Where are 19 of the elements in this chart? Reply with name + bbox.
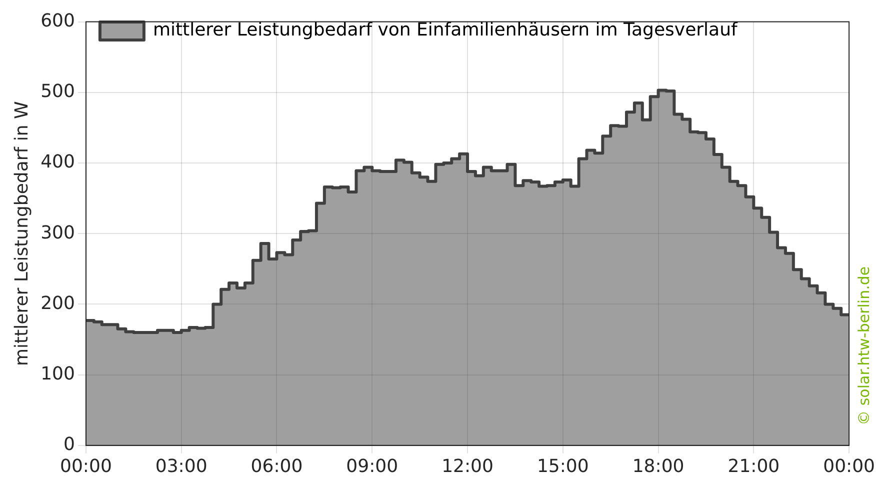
x-tick-label: 00:00 (60, 456, 112, 477)
y-tick-label: 0 (64, 434, 75, 456)
y-tick-label: 600 (40, 10, 75, 32)
x-tick-label: 03:00 (155, 456, 208, 477)
x-tick-label: 09:00 (346, 456, 398, 477)
y-tick-label: 500 (40, 81, 75, 102)
y-tick-label: 400 (40, 152, 75, 173)
y-tick-label: 200 (40, 292, 75, 314)
x-tick-label: 06:00 (250, 456, 303, 477)
x-tick-label: 00:00 (823, 456, 875, 477)
x-tick-label: 21:00 (728, 456, 780, 477)
x-tick-label: 12:00 (442, 456, 494, 477)
y-tick-label: 100 (40, 363, 75, 384)
text: © solar.htw-berlin.de (854, 266, 873, 426)
legend-label: mittlerer Leistungbedarf von Einfamilienhäusern im Tagesverlauf (152, 20, 738, 41)
y-axis-title: mittlerer Leistungbedarf in W (11, 101, 32, 366)
x-tick-label: 18:00 (632, 456, 684, 477)
x-tick-label: 15:00 (536, 456, 589, 477)
y-tick-label: 300 (40, 222, 75, 244)
